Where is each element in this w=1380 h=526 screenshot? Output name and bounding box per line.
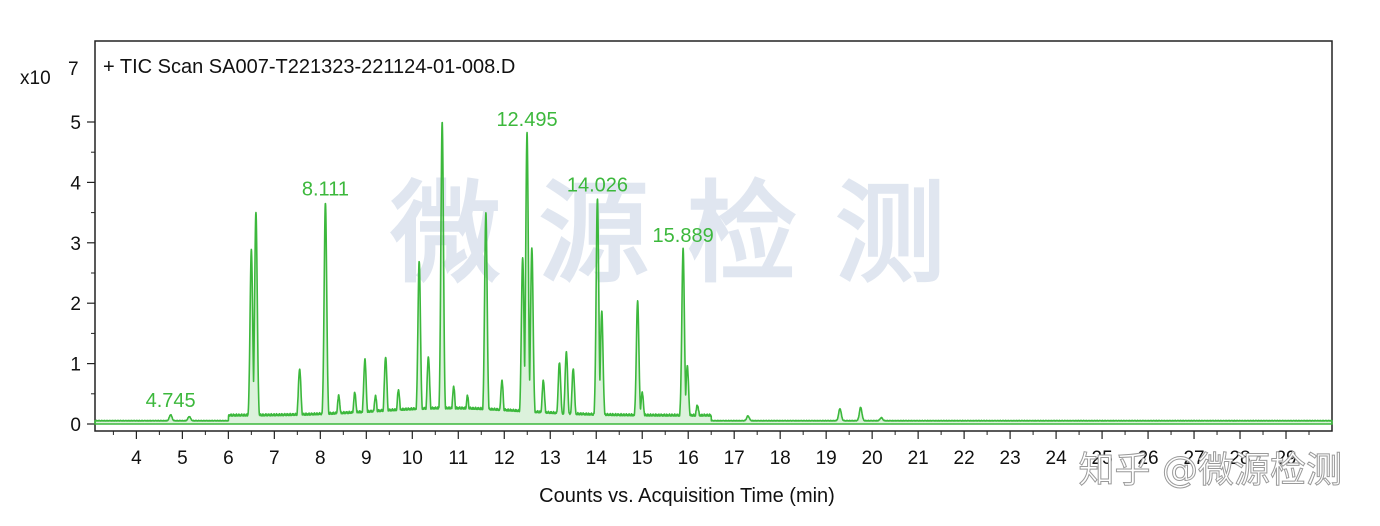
x-tick-label: 14 xyxy=(586,448,608,469)
x-tick-label: 23 xyxy=(1000,448,1021,469)
x-tick-label: 17 xyxy=(724,448,745,469)
x-tick-label: 22 xyxy=(954,448,975,469)
x-tick-label: 27 xyxy=(1183,448,1204,469)
y-exponent-label: x10 xyxy=(20,68,51,89)
x-tick-label: 4 xyxy=(131,448,142,469)
y-exponent-value: 7 xyxy=(68,59,79,80)
x-tick-label: 5 xyxy=(177,448,188,469)
x-tick-label: 26 xyxy=(1137,448,1158,469)
y-tick-label: 0 xyxy=(70,415,81,436)
y-tick-label: 2 xyxy=(70,294,81,315)
x-tick-label: 10 xyxy=(402,448,423,469)
peak-label: 4.745 xyxy=(146,390,196,412)
x-tick-label: 6 xyxy=(223,448,234,469)
y-axis: 0 1 2 3 4 5 xyxy=(70,113,95,436)
x-tick-label: 12 xyxy=(494,448,515,469)
credit-watermark: 知乎 @微源检测 xyxy=(1079,450,1342,491)
x-tick-label: 21 xyxy=(908,448,929,469)
x-tick-label: 11 xyxy=(448,448,468,469)
x-tick-label: 28 xyxy=(1229,448,1250,469)
x-tick-label: 9 xyxy=(361,448,372,469)
chart-title: + TIC Scan SA007-T221323-221124-01-008.D xyxy=(103,56,515,78)
peak-label: 14.026 xyxy=(567,174,628,196)
x-tick-label: 20 xyxy=(862,448,883,469)
y-tick-label: 5 xyxy=(70,113,81,134)
peak-label: 15.889 xyxy=(653,225,714,247)
x-tick-label: 7 xyxy=(269,448,280,469)
x-tick-label: 16 xyxy=(678,448,699,469)
x-tick-label: 25 xyxy=(1092,448,1113,469)
x-tick-label: 13 xyxy=(540,448,561,469)
watermark-text: 微 源 检 测 xyxy=(390,170,946,298)
x-tick-label: 15 xyxy=(632,448,653,469)
x-tick-label: 19 xyxy=(816,448,837,469)
x-axis-title: Counts vs. Acquisition Time (min) xyxy=(539,485,835,507)
plot-frame xyxy=(94,40,1333,432)
y-tick-label: 3 xyxy=(70,234,81,255)
x-tick-label: 29 xyxy=(1275,448,1296,469)
tic-trace-line xyxy=(94,121,1333,425)
y-tick-label: 4 xyxy=(70,173,81,194)
x-tick-label: 24 xyxy=(1046,448,1068,469)
y-tick-label: 1 xyxy=(70,355,81,376)
x-axis: 4 5 6 7 8 9 10 11 12 13 14 15 16 17 18 19 20 21 22 23 24 25 26… xyxy=(112,431,1310,469)
peak-label: 12.495 xyxy=(496,109,557,131)
x-tick-label: 18 xyxy=(770,448,791,469)
peak-label: 8.111 xyxy=(302,179,349,201)
x-tick-label: 8 xyxy=(315,448,326,469)
peak-annotations: 4.745 8.111 12.495 14.026 15.889 xyxy=(146,109,714,412)
